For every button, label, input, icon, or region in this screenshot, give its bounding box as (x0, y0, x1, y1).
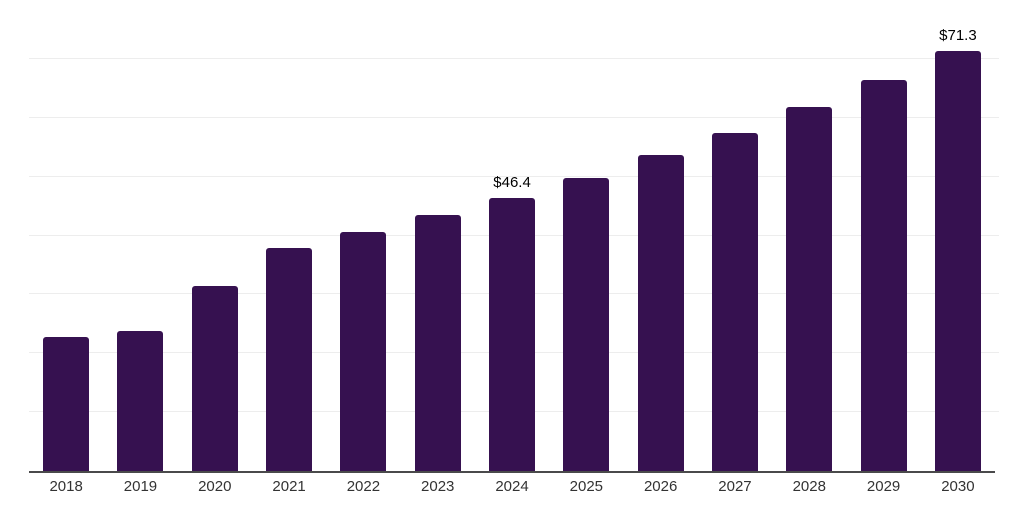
bar-2021 (266, 247, 313, 471)
bar-slot-2021 (252, 0, 326, 471)
bar-2025 (563, 177, 610, 471)
bar-slot-2023 (401, 0, 475, 471)
bar-slot-2024: $46.4 (475, 0, 549, 471)
bar-slot-2027 (698, 0, 772, 471)
x-tick-label-2022: 2022 (346, 478, 381, 495)
bar-2029 (860, 80, 907, 471)
x-tick-label-2021: 2021 (272, 478, 306, 495)
bar-slot-2019 (103, 0, 177, 471)
x-tick-label-2023: 2023 (421, 478, 455, 495)
bar-data-label-2030: $71.3 (939, 27, 977, 45)
bar-slot-2030: $71.3 (921, 0, 995, 471)
bar-slot-2026 (624, 0, 698, 471)
bar-2022 (340, 232, 387, 471)
bar-slot-2025 (549, 0, 623, 471)
x-axis-tick-labels: 2018 2019 2020 2021 2022 2023 2024 2025 2026 2027… (29, 478, 995, 495)
x-tick-label-2025: 2025 (569, 478, 604, 495)
bar-2020 (191, 286, 238, 471)
bar-slot-2022 (326, 0, 400, 471)
bar-slot-2020 (178, 0, 252, 471)
bar-2028 (786, 107, 833, 471)
bar-2024 (489, 197, 536, 471)
bar-2023 (414, 214, 461, 471)
bar-2027 (711, 132, 758, 471)
bar-slot-2018 (29, 0, 103, 471)
bar-2030 (934, 51, 981, 471)
bar-2019 (117, 330, 164, 471)
bar-slot-2028 (772, 0, 846, 471)
bar-2026 (637, 155, 684, 471)
x-tick-label-2028: 2028 (792, 478, 826, 495)
x-tick-label-2019: 2019 (123, 478, 158, 495)
x-tick-label-2024: 2024 (495, 478, 529, 495)
bar-slot-2029 (846, 0, 920, 471)
x-tick-label-2029: 2029 (866, 478, 901, 495)
x-tick-label-2026: 2026 (643, 478, 678, 495)
x-tick-label-2027: 2027 (718, 478, 752, 495)
bar-data-label-2024: $46.4 (493, 173, 531, 191)
plot-area: $46.4 $71.3 (29, 0, 999, 473)
x-tick-label-2030: 2030 (941, 478, 975, 495)
bar-2018 (43, 336, 90, 471)
x-tick-label-2018: 2018 (49, 478, 83, 495)
x-tick-label-2020: 2020 (198, 478, 232, 495)
